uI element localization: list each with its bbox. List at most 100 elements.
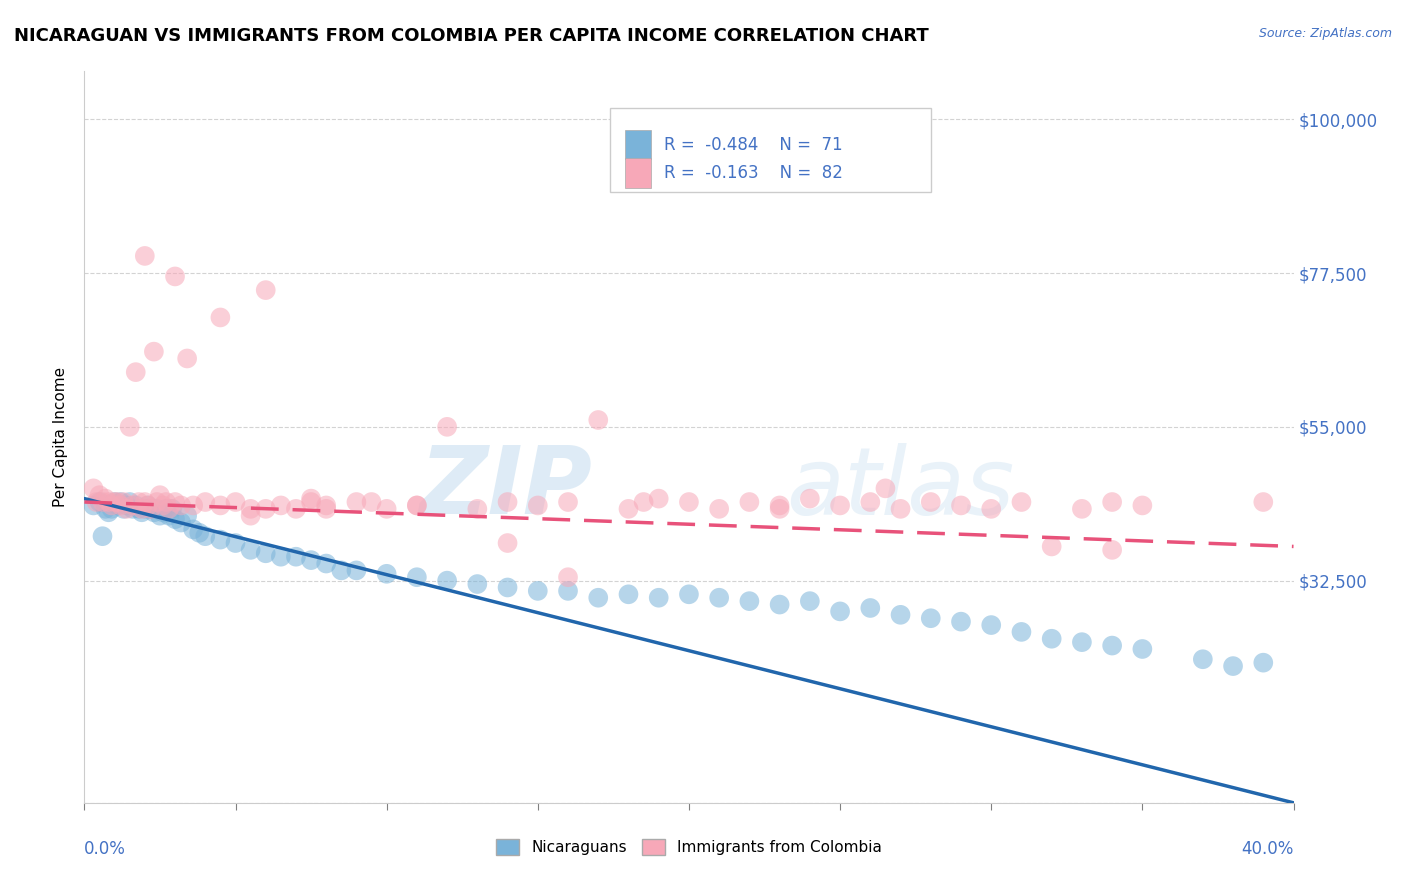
Point — [920, 495, 942, 509]
Point — [112, 501, 135, 516]
Point — [436, 420, 458, 434]
Point — [176, 508, 198, 523]
Point — [496, 581, 519, 595]
Point — [920, 611, 942, 625]
Point — [254, 283, 277, 297]
Point — [155, 501, 177, 516]
Point — [270, 549, 292, 564]
Point — [107, 499, 129, 513]
Point — [146, 501, 169, 516]
Point — [950, 499, 973, 513]
Point — [467, 577, 489, 591]
Point — [330, 563, 353, 577]
Point — [557, 495, 579, 509]
Point — [139, 501, 162, 516]
FancyBboxPatch shape — [624, 159, 651, 187]
Point — [406, 499, 429, 513]
Point — [152, 505, 174, 519]
Point — [188, 525, 211, 540]
Point — [112, 495, 135, 509]
Point — [136, 499, 159, 513]
Point — [1071, 501, 1094, 516]
Point — [406, 570, 429, 584]
Point — [97, 495, 120, 509]
Point — [128, 495, 150, 509]
Point — [209, 499, 232, 513]
Point — [94, 501, 117, 516]
Point — [830, 604, 852, 618]
Point — [254, 546, 277, 560]
Point — [181, 499, 204, 513]
Point — [115, 499, 138, 513]
Point — [1132, 642, 1154, 657]
Point — [136, 499, 159, 513]
Point — [346, 563, 368, 577]
Point — [769, 598, 792, 612]
Point — [1101, 639, 1123, 653]
Text: ZIP: ZIP — [419, 442, 592, 534]
Point — [89, 495, 111, 509]
Point — [121, 501, 143, 516]
Text: 0.0%: 0.0% — [84, 840, 127, 858]
Point — [142, 505, 165, 519]
Point — [557, 570, 579, 584]
Point — [239, 501, 262, 516]
Point — [299, 553, 322, 567]
Text: 40.0%: 40.0% — [1241, 840, 1294, 858]
Point — [436, 574, 458, 588]
Point — [375, 501, 398, 516]
FancyBboxPatch shape — [610, 108, 931, 192]
Point — [131, 505, 153, 519]
Point — [157, 508, 180, 523]
Point — [82, 481, 104, 495]
Point — [875, 481, 897, 495]
Point — [110, 499, 132, 513]
Point — [125, 499, 148, 513]
Point — [738, 594, 761, 608]
Point — [1253, 495, 1275, 509]
Text: atlas: atlas — [786, 442, 1014, 533]
Point — [97, 505, 120, 519]
Point — [769, 499, 792, 513]
Text: Source: ZipAtlas.com: Source: ZipAtlas.com — [1258, 27, 1392, 40]
Point — [118, 495, 141, 509]
Point — [799, 594, 821, 608]
Point — [1253, 656, 1275, 670]
Point — [315, 557, 337, 571]
Point — [239, 508, 262, 523]
Point — [176, 351, 198, 366]
Point — [709, 501, 731, 516]
Point — [1040, 540, 1063, 554]
Legend: Nicaraguans, Immigrants from Colombia: Nicaraguans, Immigrants from Colombia — [489, 833, 889, 861]
Point — [467, 501, 489, 516]
Point — [94, 491, 117, 506]
Point — [588, 413, 610, 427]
Point — [633, 495, 655, 509]
Point — [149, 508, 172, 523]
Point — [859, 601, 882, 615]
Point — [648, 591, 671, 605]
Point — [346, 495, 368, 509]
Point — [170, 516, 193, 530]
Point — [209, 310, 232, 325]
Point — [121, 499, 143, 513]
Point — [769, 501, 792, 516]
Text: R =  -0.163    N =  82: R = -0.163 N = 82 — [664, 164, 842, 182]
Point — [557, 583, 579, 598]
Point — [299, 495, 322, 509]
Point — [830, 499, 852, 513]
Text: R =  -0.484    N =  71: R = -0.484 N = 71 — [664, 136, 842, 153]
Point — [134, 495, 156, 509]
Point — [115, 501, 138, 516]
Point — [134, 501, 156, 516]
Point — [165, 495, 187, 509]
Point — [1071, 635, 1094, 649]
Point — [104, 495, 127, 509]
Point — [239, 542, 262, 557]
Point — [157, 501, 180, 516]
Point — [170, 499, 193, 513]
Point — [738, 495, 761, 509]
Y-axis label: Per Capita Income: Per Capita Income — [53, 367, 69, 508]
FancyBboxPatch shape — [624, 130, 651, 159]
Point — [152, 499, 174, 513]
